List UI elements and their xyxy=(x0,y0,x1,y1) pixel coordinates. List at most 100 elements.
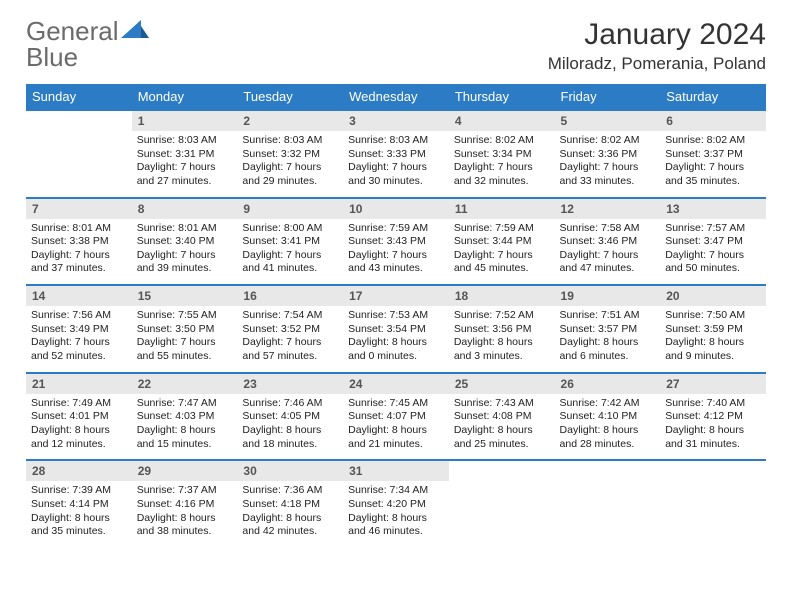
sunrise-text: Sunrise: 7:47 AM xyxy=(137,397,233,411)
day-number: 31 xyxy=(343,461,449,481)
sunset-text: Sunset: 3:46 PM xyxy=(560,235,656,249)
sunrise-text: Sunrise: 7:59 AM xyxy=(348,222,444,236)
day-details: Sunrise: 7:40 AMSunset: 4:12 PMDaylight:… xyxy=(660,394,766,460)
sunrise-text: Sunrise: 8:01 AM xyxy=(31,222,127,236)
sunset-text: Sunset: 4:05 PM xyxy=(242,410,338,424)
daylight-text: Daylight: 8 hours and 18 minutes. xyxy=(242,424,338,451)
daylight-text: Daylight: 7 hours and 45 minutes. xyxy=(454,249,550,276)
sunrise-text: Sunrise: 8:03 AM xyxy=(242,134,338,148)
day-details: Sunrise: 7:47 AMSunset: 4:03 PMDaylight:… xyxy=(132,394,238,460)
calendar-day-cell: 19Sunrise: 7:51 AMSunset: 3:57 PMDayligh… xyxy=(555,285,661,373)
dow-sunday: Sunday xyxy=(26,84,132,110)
daylight-text: Daylight: 7 hours and 52 minutes. xyxy=(31,336,127,363)
sunset-text: Sunset: 3:31 PM xyxy=(137,148,233,162)
calendar-day-cell xyxy=(555,460,661,547)
sunset-text: Sunset: 3:33 PM xyxy=(348,148,444,162)
day-details: Sunrise: 8:00 AMSunset: 3:41 PMDaylight:… xyxy=(237,219,343,285)
day-details: Sunrise: 7:59 AMSunset: 3:43 PMDaylight:… xyxy=(343,219,449,285)
calendar-day-cell: 14Sunrise: 7:56 AMSunset: 3:49 PMDayligh… xyxy=(26,285,132,373)
calendar-day-cell: 28Sunrise: 7:39 AMSunset: 4:14 PMDayligh… xyxy=(26,460,132,547)
day-number: 9 xyxy=(237,199,343,219)
day-number: 14 xyxy=(26,286,132,306)
sunset-text: Sunset: 3:32 PM xyxy=(242,148,338,162)
day-details: Sunrise: 7:51 AMSunset: 3:57 PMDaylight:… xyxy=(555,306,661,372)
sunrise-text: Sunrise: 8:02 AM xyxy=(665,134,761,148)
day-details: Sunrise: 7:50 AMSunset: 3:59 PMDaylight:… xyxy=(660,306,766,372)
day-details: Sunrise: 7:43 AMSunset: 4:08 PMDaylight:… xyxy=(449,394,555,460)
day-details: Sunrise: 7:59 AMSunset: 3:44 PMDaylight:… xyxy=(449,219,555,285)
daylight-text: Daylight: 8 hours and 15 minutes. xyxy=(137,424,233,451)
daylight-text: Daylight: 8 hours and 25 minutes. xyxy=(454,424,550,451)
sunset-text: Sunset: 3:59 PM xyxy=(665,323,761,337)
day-details xyxy=(555,467,661,523)
calendar-day-cell: 9Sunrise: 8:00 AMSunset: 3:41 PMDaylight… xyxy=(237,198,343,286)
calendar-day-cell: 31Sunrise: 7:34 AMSunset: 4:20 PMDayligh… xyxy=(343,460,449,547)
calendar-day-cell: 17Sunrise: 7:53 AMSunset: 3:54 PMDayligh… xyxy=(343,285,449,373)
day-number: 4 xyxy=(449,111,555,131)
dow-wednesday: Wednesday xyxy=(343,84,449,110)
sunset-text: Sunset: 3:56 PM xyxy=(454,323,550,337)
sunset-text: Sunset: 3:49 PM xyxy=(31,323,127,337)
day-details: Sunrise: 7:34 AMSunset: 4:20 PMDaylight:… xyxy=(343,481,449,547)
day-number: 27 xyxy=(660,374,766,394)
day-number: 17 xyxy=(343,286,449,306)
calendar-day-cell: 2Sunrise: 8:03 AMSunset: 3:32 PMDaylight… xyxy=(237,110,343,198)
sunrise-text: Sunrise: 7:59 AM xyxy=(454,222,550,236)
day-details: Sunrise: 7:42 AMSunset: 4:10 PMDaylight:… xyxy=(555,394,661,460)
calendar-day-cell: 3Sunrise: 8:03 AMSunset: 3:33 PMDaylight… xyxy=(343,110,449,198)
calendar-day-cell: 22Sunrise: 7:47 AMSunset: 4:03 PMDayligh… xyxy=(132,373,238,461)
calendar-day-cell xyxy=(660,460,766,547)
daylight-text: Daylight: 7 hours and 43 minutes. xyxy=(348,249,444,276)
calendar-day-cell: 15Sunrise: 7:55 AMSunset: 3:50 PMDayligh… xyxy=(132,285,238,373)
calendar-week-row: 28Sunrise: 7:39 AMSunset: 4:14 PMDayligh… xyxy=(26,460,766,547)
day-number: 24 xyxy=(343,374,449,394)
sunrise-text: Sunrise: 7:40 AM xyxy=(665,397,761,411)
calendar-day-cell: 5Sunrise: 8:02 AMSunset: 3:36 PMDaylight… xyxy=(555,110,661,198)
day-number: 11 xyxy=(449,199,555,219)
day-details xyxy=(449,467,555,523)
sunrise-text: Sunrise: 7:54 AM xyxy=(242,309,338,323)
sunrise-text: Sunrise: 7:34 AM xyxy=(348,484,444,498)
calendar-day-cell: 30Sunrise: 7:36 AMSunset: 4:18 PMDayligh… xyxy=(237,460,343,547)
day-number: 5 xyxy=(555,111,661,131)
daylight-text: Daylight: 7 hours and 30 minutes. xyxy=(348,161,444,188)
sunset-text: Sunset: 4:20 PM xyxy=(348,498,444,512)
day-details: Sunrise: 7:39 AMSunset: 4:14 PMDaylight:… xyxy=(26,481,132,547)
calendar-week-row: 1Sunrise: 8:03 AMSunset: 3:31 PMDaylight… xyxy=(26,110,766,198)
day-details: Sunrise: 7:55 AMSunset: 3:50 PMDaylight:… xyxy=(132,306,238,372)
day-number: 12 xyxy=(555,199,661,219)
sunrise-text: Sunrise: 7:46 AM xyxy=(242,397,338,411)
day-number: 7 xyxy=(26,199,132,219)
daylight-text: Daylight: 8 hours and 28 minutes. xyxy=(560,424,656,451)
day-details: Sunrise: 7:37 AMSunset: 4:16 PMDaylight:… xyxy=(132,481,238,547)
calendar-day-cell xyxy=(449,460,555,547)
day-details: Sunrise: 8:01 AMSunset: 3:38 PMDaylight:… xyxy=(26,219,132,285)
day-number: 10 xyxy=(343,199,449,219)
triangle-icon xyxy=(121,20,151,42)
day-details: Sunrise: 8:02 AMSunset: 3:37 PMDaylight:… xyxy=(660,131,766,197)
calendar-day-cell: 11Sunrise: 7:59 AMSunset: 3:44 PMDayligh… xyxy=(449,198,555,286)
sunset-text: Sunset: 3:50 PM xyxy=(137,323,233,337)
sunset-text: Sunset: 3:36 PM xyxy=(560,148,656,162)
daylight-text: Daylight: 8 hours and 42 minutes. xyxy=(242,512,338,539)
calendar-day-cell: 8Sunrise: 8:01 AMSunset: 3:40 PMDaylight… xyxy=(132,198,238,286)
dow-saturday: Saturday xyxy=(660,84,766,110)
day-number: 16 xyxy=(237,286,343,306)
daylight-text: Daylight: 8 hours and 31 minutes. xyxy=(665,424,761,451)
calendar-day-cell: 10Sunrise: 7:59 AMSunset: 3:43 PMDayligh… xyxy=(343,198,449,286)
sunrise-text: Sunrise: 7:49 AM xyxy=(31,397,127,411)
day-number: 13 xyxy=(660,199,766,219)
sunrise-text: Sunrise: 7:51 AM xyxy=(560,309,656,323)
day-number: 23 xyxy=(237,374,343,394)
daylight-text: Daylight: 7 hours and 27 minutes. xyxy=(137,161,233,188)
calendar-day-cell: 12Sunrise: 7:58 AMSunset: 3:46 PMDayligh… xyxy=(555,198,661,286)
calendar-day-cell: 7Sunrise: 8:01 AMSunset: 3:38 PMDaylight… xyxy=(26,198,132,286)
daylight-text: Daylight: 7 hours and 57 minutes. xyxy=(242,336,338,363)
day-details: Sunrise: 7:45 AMSunset: 4:07 PMDaylight:… xyxy=(343,394,449,460)
calendar-day-cell: 21Sunrise: 7:49 AMSunset: 4:01 PMDayligh… xyxy=(26,373,132,461)
calendar-week-row: 14Sunrise: 7:56 AMSunset: 3:49 PMDayligh… xyxy=(26,285,766,373)
calendar-day-cell: 25Sunrise: 7:43 AMSunset: 4:08 PMDayligh… xyxy=(449,373,555,461)
calendar-day-cell: 1Sunrise: 8:03 AMSunset: 3:31 PMDaylight… xyxy=(132,110,238,198)
sunrise-text: Sunrise: 8:01 AM xyxy=(137,222,233,236)
header: General Blue January 2024 Miloradz, Pome… xyxy=(26,18,766,74)
